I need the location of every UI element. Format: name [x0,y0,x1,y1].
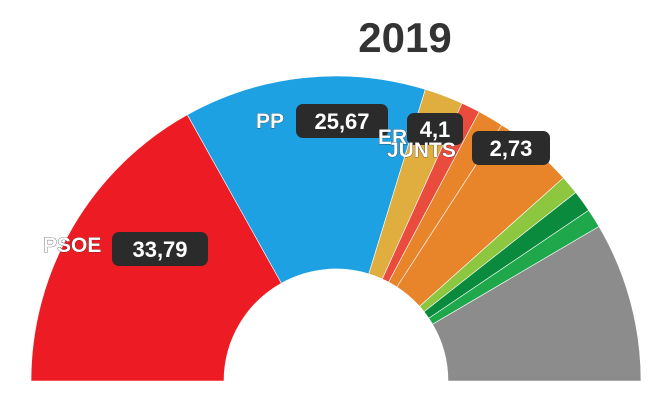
label-erc-value: 4,1 [420,117,451,142]
label-pp-name: PP [256,110,284,133]
label-pp-value-pill [296,104,388,138]
chart-title: 2019 [358,14,451,61]
label-junts-value-pill [472,131,550,165]
label-psoe-value-pill [112,232,208,266]
label-erc-value-pill [407,113,463,145]
slice-9 [432,226,642,382]
label-psoe-value: 33,79 [132,237,187,262]
label-junts-name: JUNTS [387,139,456,162]
label-pp-value: 25,67 [314,109,369,134]
label-psoe-name: PSOE [43,234,101,257]
label-junts-value: 2,73 [490,136,533,161]
